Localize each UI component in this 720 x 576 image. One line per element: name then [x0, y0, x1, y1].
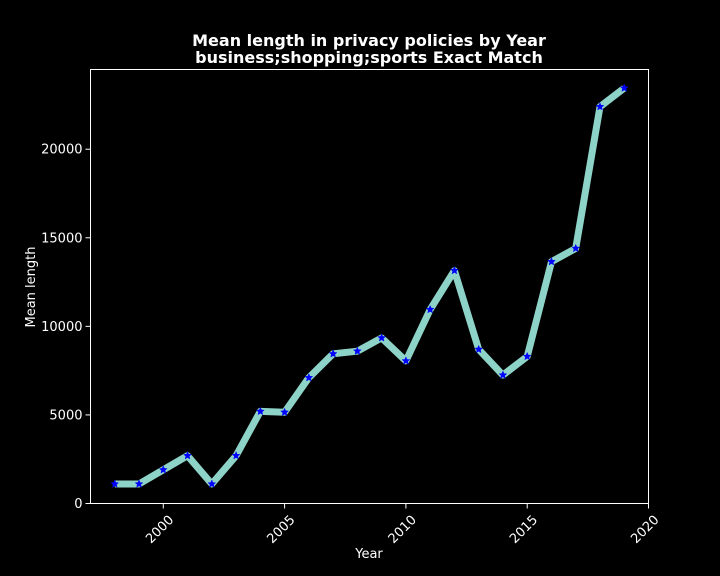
- x-tick-label: 2015: [507, 513, 541, 547]
- data-point: [571, 243, 581, 253]
- x-tick-label: 2000: [143, 513, 177, 547]
- y-tick-label: 10000: [41, 320, 82, 335]
- chart-subtitle: business;shopping;sports Exact Match: [195, 48, 543, 67]
- y-tick-label: 20000: [41, 143, 82, 158]
- data-point: [352, 346, 362, 355]
- data-point: [474, 344, 484, 354]
- data-point: [619, 83, 629, 92]
- data-point: [595, 102, 605, 111]
- series-line: [114, 85, 627, 488]
- y-tick-label: 5000: [49, 408, 82, 423]
- data-point: [401, 356, 411, 365]
- data-point: [449, 265, 459, 275]
- x-axis: 2000 2005 2010 2015 2020: [143, 503, 662, 547]
- plot-frame: [90, 69, 649, 504]
- y-axis: 0 5000 10000 15000 20000: [41, 143, 91, 512]
- data-point: [183, 451, 192, 460]
- data-point: [207, 479, 217, 488]
- y-axis-label: Mean length: [24, 247, 39, 328]
- data-point: [158, 465, 168, 474]
- data-point: [547, 257, 556, 266]
- x-tick-label: 2005: [264, 513, 298, 547]
- x-tick-label: 2010: [386, 513, 420, 547]
- y-tick-label: 15000: [41, 231, 82, 246]
- data-point: [377, 333, 387, 342]
- data-point: [110, 479, 120, 488]
- y-tick-label: 0: [74, 497, 82, 512]
- series-group: [110, 83, 629, 488]
- x-tick-label: 2020: [628, 513, 662, 547]
- data-point: [425, 304, 435, 314]
- data-point: [304, 373, 314, 382]
- data-point: [134, 479, 144, 488]
- chart-title: Mean length in privacy policies by Year: [192, 31, 546, 50]
- data-point: [522, 351, 532, 361]
- data-point: [328, 349, 338, 358]
- data-point: [231, 451, 241, 460]
- data-point: [280, 407, 290, 417]
- data-point: [255, 406, 265, 416]
- data-point: [498, 370, 508, 379]
- x-axis-label: Year: [354, 547, 383, 562]
